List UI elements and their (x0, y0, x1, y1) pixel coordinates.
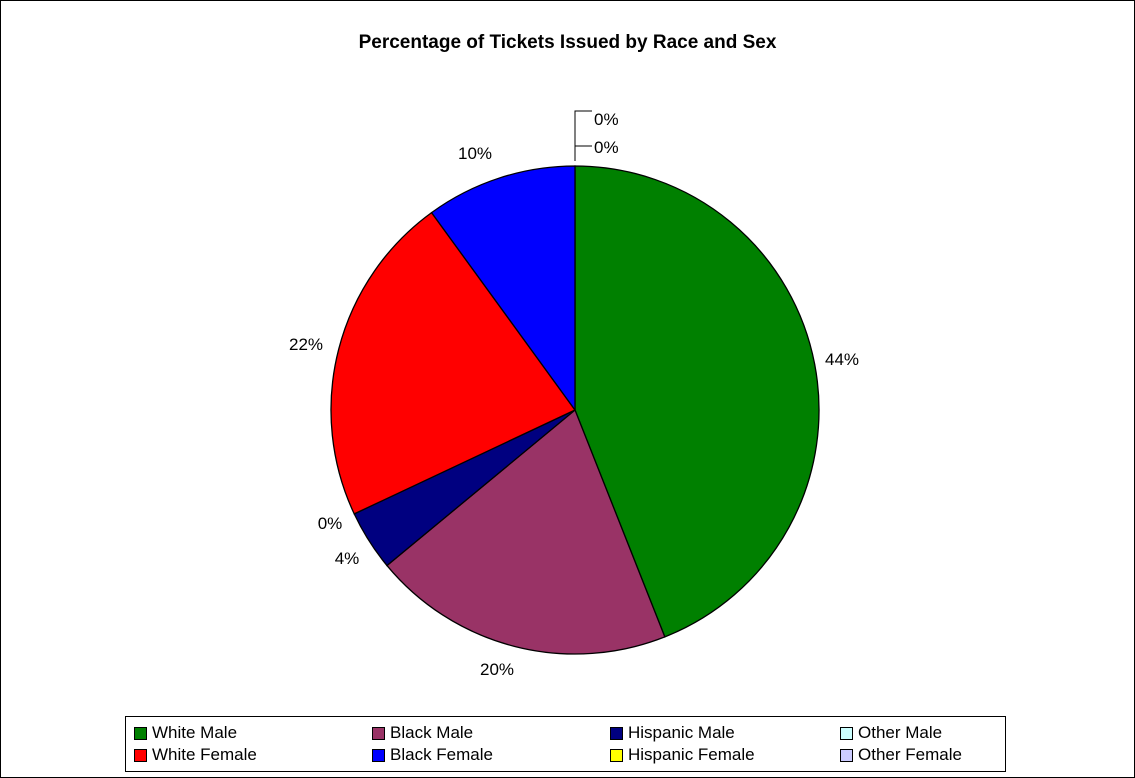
legend-swatch-black-female (372, 748, 385, 762)
legend-item-black-male: Black Male (372, 723, 473, 743)
legend-swatch-hispanic-male (610, 726, 623, 740)
chart-title: Percentage of Tickets Issued by Race and… (358, 32, 777, 53)
leader-line-other-male (574, 110, 592, 161)
pie-slice-black-male (386, 408, 666, 655)
legend-label-hispanic-female: Hispanic Female (628, 745, 755, 764)
pie-slice-black-female (430, 165, 576, 413)
data-label-black-female: 10% (458, 144, 492, 163)
legend-item-white-female: White Female (134, 745, 257, 765)
legend-label-black-male: Black Male (390, 723, 474, 742)
legend-swatch-white-male (134, 726, 147, 740)
legend-swatch-hispanic-female (610, 748, 623, 762)
legend-label-white-female: White Female (152, 745, 257, 764)
data-label-other-female: 0% (318, 514, 343, 533)
pie-slice-white-female (330, 211, 576, 515)
legend-item-other-male: Other Male (840, 723, 942, 743)
legend-label-other-female: Other Female (858, 745, 962, 764)
legend-item-hispanic-female: Hispanic Female (610, 745, 755, 765)
data-label-hispanic-female: 0% (594, 138, 619, 157)
leader-line-hispanic-female (574, 145, 592, 161)
data-label-white-female: 22% (289, 335, 323, 354)
legend-item-black-female: Black Female (372, 745, 493, 765)
pie-slice-white-male (574, 165, 820, 638)
legend-swatch-other-female (840, 748, 853, 762)
data-label-hispanic-male: 4% (335, 549, 360, 568)
legend-label-white-male: White Male (152, 723, 238, 742)
legend-swatch-white-female (134, 748, 147, 762)
legend-label-other-male: Other Male (858, 723, 943, 742)
legend-item-hispanic-male: Hispanic Male (610, 723, 735, 743)
legend-label-hispanic-male: Hispanic Male (628, 723, 735, 742)
data-label-white-male: 44% (825, 350, 859, 369)
legend-label-black-female: Black Female (390, 745, 493, 764)
chart-legend: White Male Black Male Hispanic Male Other M… (125, 716, 1006, 772)
data-label-black-male: 20% (480, 660, 514, 679)
legend-item-other-female: Other Female (840, 745, 962, 765)
data-label-other-male: 0% (594, 110, 619, 129)
legend-swatch-other-male (840, 726, 853, 740)
legend-item-white-male: White Male (134, 723, 237, 743)
legend-swatch-black-male (372, 726, 385, 740)
